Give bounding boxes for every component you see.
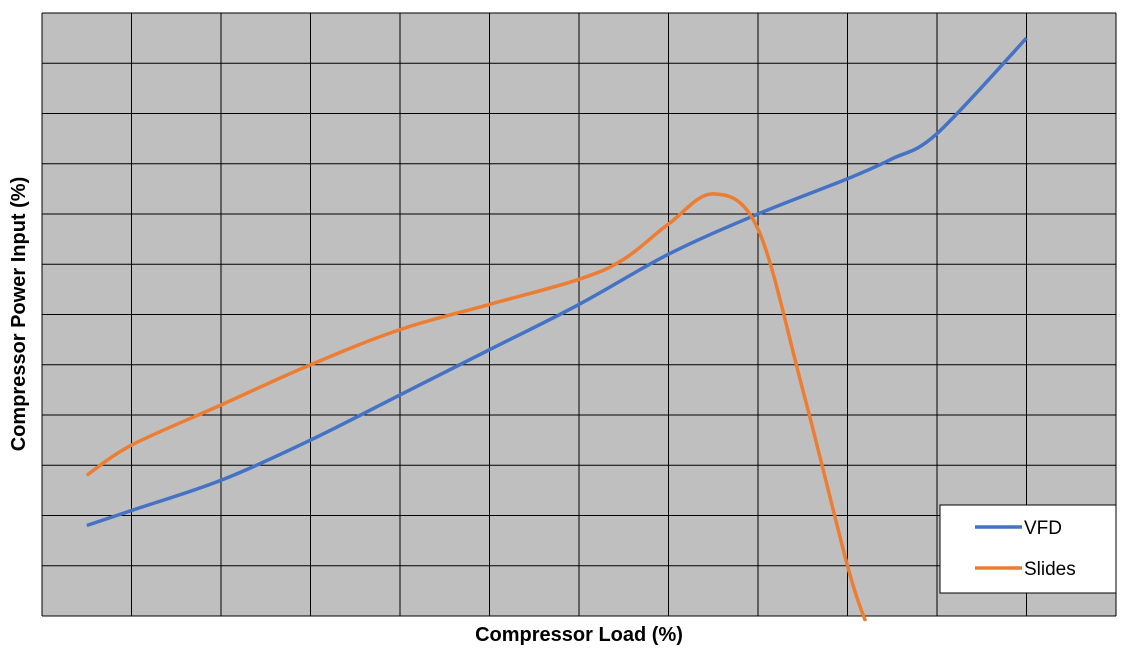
series-line-slides <box>85 192 868 622</box>
legend-label-vfd: VFD <box>1024 518 1062 539</box>
legend: VFD Slides <box>939 504 1117 594</box>
series-line-vfd <box>86 36 1028 528</box>
x-axis-title: Compressor Load (%) <box>475 624 683 646</box>
series-layer <box>85 36 1028 622</box>
legend-box <box>939 504 1117 594</box>
legend-label-slides: Slides <box>1024 559 1076 580</box>
y-axis-title: Compressor Power Input (%) <box>8 177 30 451</box>
gridlines <box>41 12 1117 617</box>
